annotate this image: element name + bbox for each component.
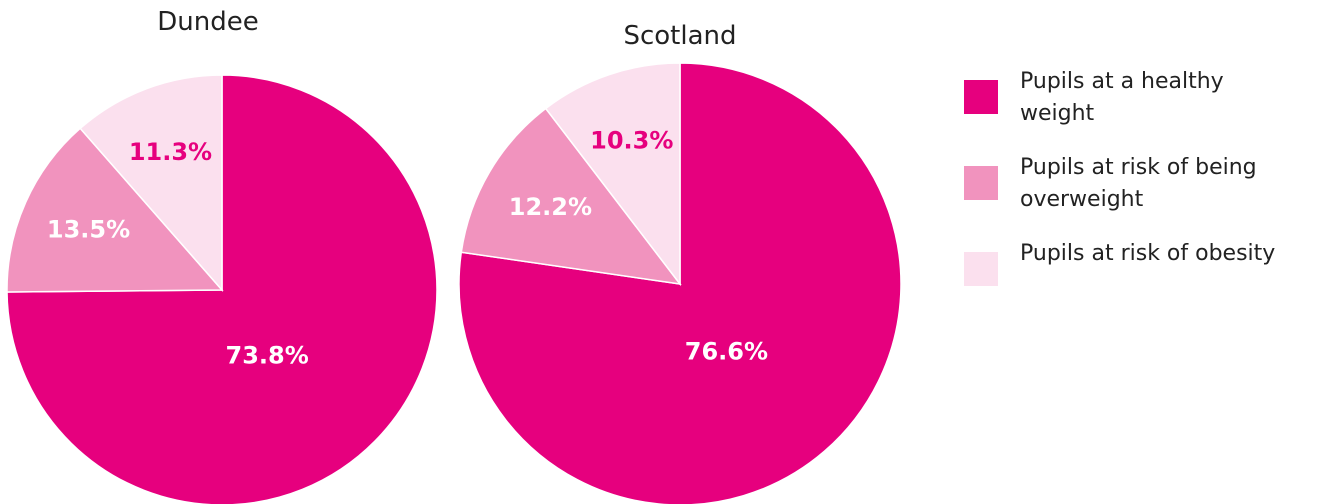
legend-item: Pupils at risk of being overweight [964,152,1304,216]
pie-slice [460,107,682,286]
value-label: 10.3% [590,127,673,155]
value-label: 73.8% [226,342,309,370]
pie-title: Scotland [623,21,736,51]
legend: Pupils at a healthy weight Pupils at risk… [964,66,1304,308]
pie-slice [6,127,224,293]
pie-slice [79,74,223,292]
pie-slice [544,62,681,287]
legend-label: Pupils at a healthy weight [1020,69,1224,126]
legend-label: Pupils at risk of being overweight [1020,155,1257,212]
value-label: 11.3% [129,138,212,166]
value-label: 76.6% [685,338,768,366]
value-label: 13.5% [47,215,130,243]
legend-swatch [964,80,998,114]
legend-swatch [964,166,998,200]
legend-swatch [964,252,998,286]
pie-slice [6,74,438,504]
pie-title: Dundee [157,7,258,37]
value-label: 12.2% [509,193,592,221]
legend-item: Pupils at risk of obesity [964,238,1304,286]
legend-item: Pupils at a healthy weight [964,66,1304,130]
legend-label: Pupils at risk of obesity [1020,241,1276,266]
